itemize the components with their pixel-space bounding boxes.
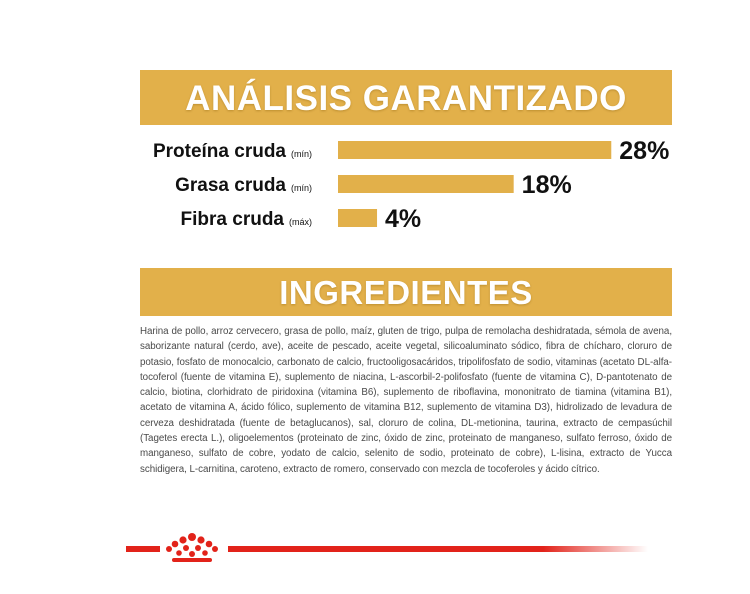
category-name: Grasa cruda — [175, 175, 286, 196]
category-name: Proteína cruda — [153, 141, 286, 162]
footer-line — [228, 546, 648, 552]
royal-canin-crown — [166, 533, 218, 562]
bar — [338, 175, 514, 193]
footer-line — [126, 546, 160, 552]
qualifier: (mín) — [291, 149, 312, 159]
qualifier: (mín) — [291, 183, 312, 193]
category-label: Proteína cruda (mín) — [153, 141, 312, 162]
bar — [338, 209, 378, 227]
bar — [338, 141, 612, 159]
ingredients-title: INGREDIENTES — [140, 268, 672, 316]
analysis-title: ANÁLISIS GARANTIZADO — [140, 70, 672, 125]
category-name: Fibra cruda — [181, 209, 285, 230]
category-label: Grasa cruda (mín) — [175, 175, 312, 196]
qualifier: (máx) — [289, 217, 312, 227]
footer — [126, 533, 648, 562]
ingredients-text: Harina de pollo, arroz cervecero, grasa … — [140, 326, 672, 475]
category-label: Fibra cruda (máx) — [181, 209, 312, 230]
value-label: 18% — [522, 171, 572, 199]
value-label: 28% — [619, 137, 669, 165]
analysis-chart: Proteína cruda (mín) 28% Grasa cruda (mín) 18… — [153, 137, 669, 233]
value-label: 4% — [385, 205, 421, 233]
